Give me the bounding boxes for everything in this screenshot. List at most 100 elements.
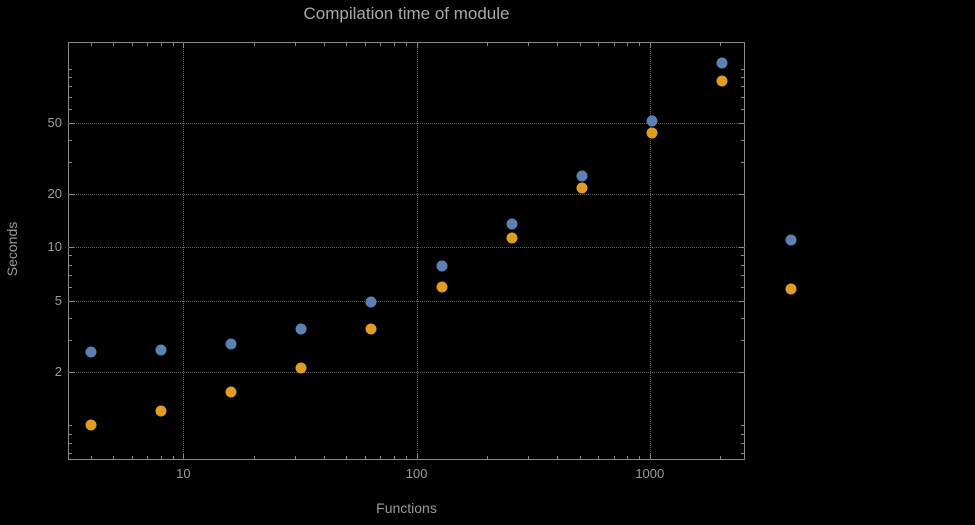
y-minor-tick-mark [741, 86, 744, 88]
y-minor-tick-mark [69, 425, 72, 427]
x-minor-tick-mark [160, 43, 162, 46]
x-tick-mark [649, 454, 651, 459]
y-gridline [68, 300, 745, 302]
data-point-orange [576, 182, 588, 194]
data-point-blue [576, 170, 588, 182]
y-minor-tick-mark [741, 69, 744, 71]
x-minor-tick-mark [598, 43, 600, 46]
data-point-orange [646, 127, 658, 139]
y-minor-tick-mark [69, 264, 72, 266]
data-point-orange [85, 419, 97, 431]
x-minor-tick-mark [380, 43, 382, 46]
x-minor-tick-mark [556, 43, 558, 46]
y-minor-tick-mark [741, 140, 744, 142]
y-minor-tick-mark [741, 318, 744, 320]
x-gridline [416, 42, 418, 460]
x-minor-tick-mark [579, 43, 581, 46]
x-minor-tick-mark [527, 43, 529, 46]
y-tick-mark [69, 300, 74, 302]
x-minor-tick-mark [90, 43, 92, 46]
x-axis-label: Functions [376, 500, 437, 516]
data-point-orange [506, 232, 518, 244]
x-minor-tick-mark [405, 43, 407, 46]
x-minor-tick-mark [323, 43, 325, 46]
x-minor-tick-mark [253, 43, 255, 46]
y-minor-tick-mark [69, 453, 72, 455]
data-point-blue [295, 323, 307, 335]
y-minor-tick-mark [69, 433, 72, 435]
data-point-orange [436, 281, 448, 293]
y-tick-label: 2 [54, 363, 62, 379]
y-tick-mark [69, 193, 74, 195]
y-tick-mark [69, 122, 74, 124]
y-tick-mark [739, 193, 744, 195]
y-minor-tick-mark [69, 255, 72, 257]
y-minor-tick-mark [69, 96, 72, 98]
y-minor-tick-mark [69, 108, 72, 110]
x-tick-mark [183, 43, 185, 48]
y-tick-mark [69, 247, 74, 249]
chart-title: Compilation time of module [303, 4, 510, 23]
x-tick-label: 1000 [635, 466, 665, 481]
x-tick-mark [183, 454, 185, 459]
data-point-orange [155, 405, 167, 417]
data-point-orange [716, 75, 728, 87]
x-gridline [183, 42, 185, 460]
y-minor-tick-mark [741, 77, 744, 79]
y-minor-tick-mark [69, 442, 72, 444]
data-point-blue [365, 296, 377, 308]
legend-marker-orange [785, 283, 797, 295]
x-minor-tick-mark [393, 43, 395, 46]
y-minor-tick-mark [741, 96, 744, 98]
x-minor-tick-mark [172, 456, 174, 459]
x-minor-tick-mark [323, 456, 325, 459]
y-minor-tick-mark [69, 140, 72, 142]
data-point-blue [436, 260, 448, 272]
y-minor-tick-mark [741, 108, 744, 110]
x-minor-tick-mark [579, 456, 581, 459]
x-minor-tick-mark [364, 43, 366, 46]
x-minor-tick-mark [639, 43, 641, 46]
y-minor-tick-mark [741, 433, 744, 435]
y-minor-tick-mark [69, 274, 72, 276]
x-minor-tick-mark [556, 456, 558, 459]
y-tick-label: 20 [47, 185, 62, 201]
y-gridline [68, 247, 745, 249]
y-minor-tick-mark [741, 274, 744, 276]
x-minor-tick-mark [113, 456, 115, 459]
x-minor-tick-mark [90, 456, 92, 459]
x-minor-tick-mark [253, 456, 255, 459]
y-gridline [68, 193, 745, 195]
data-point-blue [155, 344, 167, 356]
y-tick-label: 50 [47, 114, 62, 130]
x-tick-mark [649, 43, 651, 48]
legend-marker-blue [785, 234, 797, 246]
y-minor-tick-mark [69, 69, 72, 71]
data-point-orange [295, 362, 307, 374]
data-point-orange [365, 323, 377, 335]
data-point-blue [716, 57, 728, 69]
y-minor-tick-mark [741, 453, 744, 455]
x-minor-tick-mark [627, 43, 629, 46]
y-minor-tick-mark [741, 425, 744, 427]
data-point-orange [225, 386, 237, 398]
x-minor-tick-mark [346, 43, 348, 46]
x-minor-tick-mark [486, 43, 488, 46]
y-minor-tick-mark [69, 162, 72, 164]
x-minor-tick-mark [719, 43, 721, 46]
x-minor-tick-mark [113, 43, 115, 46]
x-minor-tick-mark [405, 456, 407, 459]
x-minor-tick-mark [627, 456, 629, 459]
x-minor-tick-mark [393, 456, 395, 459]
y-tick-label: 5 [54, 292, 62, 308]
x-minor-tick-mark [294, 43, 296, 46]
x-minor-tick-mark [527, 456, 529, 459]
y-tick-mark [739, 247, 744, 249]
x-minor-tick-mark [719, 456, 721, 459]
y-minor-tick-mark [741, 264, 744, 266]
x-tick-label: 10 [176, 466, 191, 481]
x-tick-label: 100 [405, 466, 428, 481]
x-minor-tick-mark [131, 43, 133, 46]
x-minor-tick-mark [364, 456, 366, 459]
